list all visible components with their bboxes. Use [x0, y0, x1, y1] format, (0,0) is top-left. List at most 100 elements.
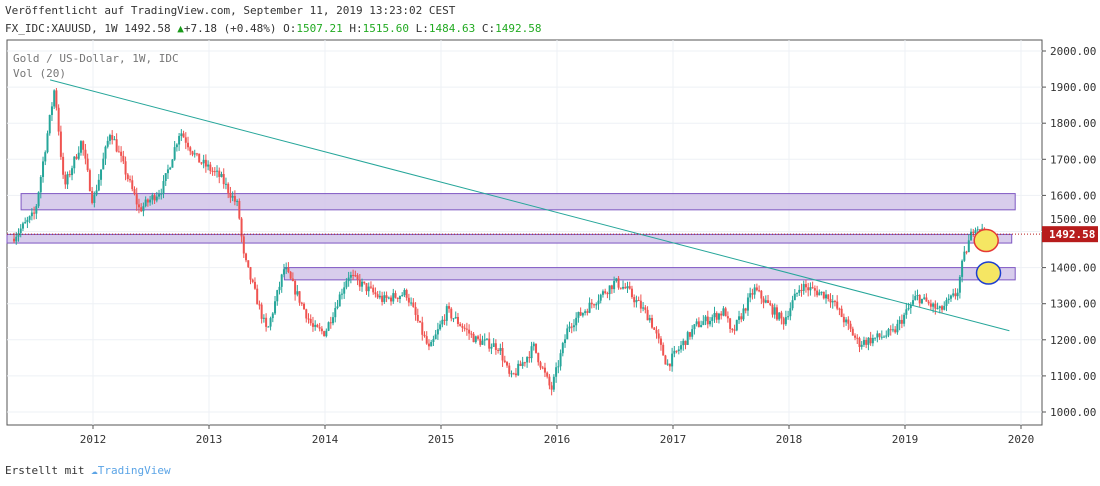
candle-body	[242, 236, 245, 254]
candle-body	[885, 335, 888, 337]
candle-body	[374, 292, 377, 295]
up-arrow-icon: ▲	[177, 22, 184, 35]
candle-body	[559, 353, 562, 367]
candle-body	[410, 302, 413, 304]
candle-body	[427, 343, 430, 347]
candle-body	[782, 318, 785, 325]
candle-body	[813, 288, 816, 291]
candle-body	[309, 318, 312, 324]
candle-body	[93, 194, 96, 203]
candle-body	[229, 192, 232, 198]
candle-body	[639, 300, 642, 309]
candle-body	[599, 294, 602, 301]
candle-body	[162, 181, 165, 194]
candle-body	[30, 212, 33, 217]
candle-body	[79, 141, 82, 153]
candle-body	[307, 318, 310, 320]
candle-body	[490, 346, 493, 349]
candle-body	[169, 167, 172, 170]
candle-body	[903, 314, 906, 324]
candle-body	[492, 343, 495, 347]
candle-body	[532, 343, 535, 347]
candle-body	[240, 218, 243, 237]
y-tick-label: 1000.00	[1050, 406, 1096, 419]
candle-body	[927, 301, 930, 304]
tradingview-link[interactable]: TradingView	[97, 464, 171, 477]
y-tick-label: 1800.00	[1050, 117, 1096, 130]
candle-body	[42, 161, 45, 178]
candle-body	[448, 306, 451, 309]
candle-body	[789, 308, 792, 317]
candle-body	[459, 323, 462, 327]
candle-body	[436, 329, 439, 335]
candle-body	[300, 302, 303, 304]
y-tick-label: 1400.00	[1050, 262, 1096, 275]
candle-body	[970, 231, 973, 241]
candle-body	[291, 278, 294, 282]
candle-body	[75, 156, 78, 159]
candle-body	[577, 311, 580, 318]
candle-body	[651, 317, 654, 328]
candle-body	[822, 291, 825, 299]
candle-body	[896, 323, 899, 333]
candle-body	[528, 357, 531, 359]
candle-body	[142, 206, 145, 212]
candle-body	[778, 312, 781, 320]
candle-body	[907, 308, 910, 310]
highlight-ellipse	[973, 228, 999, 253]
candle-body	[802, 284, 805, 291]
candle-body	[561, 343, 564, 354]
candle-body	[267, 326, 270, 328]
candle-body	[546, 372, 549, 377]
candle-body	[117, 151, 120, 153]
candle-body	[104, 146, 107, 159]
candle-body	[572, 325, 575, 328]
candle-body	[135, 194, 138, 205]
candle-body	[521, 362, 524, 366]
candle-body	[682, 340, 685, 346]
candle-body	[265, 317, 268, 327]
candle-body	[791, 300, 794, 309]
candle-body	[958, 276, 961, 293]
candle-body	[50, 106, 53, 115]
candle-body	[856, 337, 859, 339]
candle-body	[586, 311, 589, 313]
candle-body	[193, 153, 196, 155]
candle-body	[100, 169, 103, 180]
x-tick-label: 2017	[660, 433, 687, 446]
candle-body	[311, 323, 314, 327]
candle-body	[677, 349, 680, 352]
candle-body	[207, 164, 210, 167]
candle-body	[461, 326, 464, 328]
candle-body	[247, 260, 250, 268]
candle-body	[622, 286, 625, 289]
candle-body	[579, 311, 582, 316]
plot-frame	[6, 39, 1043, 426]
candle-body	[769, 303, 772, 305]
y-tick-label: 1200.00	[1050, 334, 1096, 347]
candle-body	[481, 340, 484, 345]
candle-body	[912, 300, 915, 305]
x-tick-label: 2018	[776, 433, 803, 446]
candle-body	[13, 238, 16, 242]
candle-body	[851, 328, 854, 336]
candle-body	[630, 288, 633, 298]
candle-body	[626, 286, 629, 289]
candle-body	[387, 297, 390, 299]
candle-body	[178, 135, 181, 145]
candle-body	[256, 288, 259, 305]
candle-body	[258, 304, 261, 306]
candle-body	[709, 320, 712, 325]
candle-body	[111, 135, 114, 140]
candle-body	[628, 286, 631, 289]
candle-body	[566, 328, 569, 340]
candle-body	[675, 350, 678, 352]
candle-body	[303, 303, 306, 310]
symbol-line: FX_IDC:XAUUSD, 1W 1492.58 ▲+7.18 (+0.48%…	[5, 22, 541, 35]
last-price-label: 1492.58	[1049, 228, 1095, 241]
candle-body	[39, 177, 42, 193]
candle-body	[847, 319, 850, 324]
candle-body	[316, 324, 319, 328]
candle-body	[938, 306, 941, 309]
